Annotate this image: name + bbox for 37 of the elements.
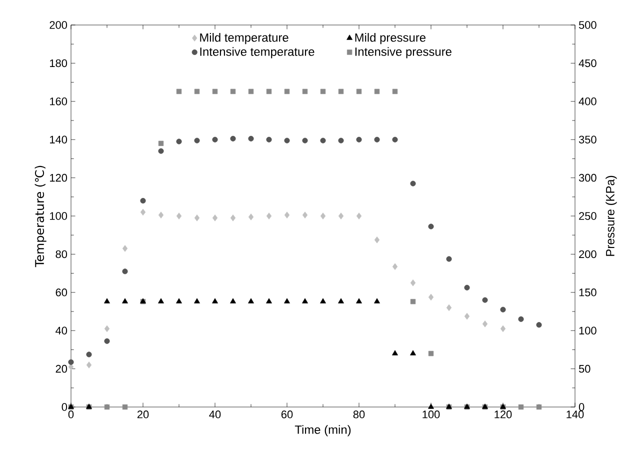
y2-tick-label: 500 (578, 21, 596, 29)
y2-tick-label: 300 (578, 174, 596, 182)
legend-label: Mild temperature (200, 33, 288, 44)
y2-tick-label: 100 (579, 326, 596, 334)
y-tick-label: 120 (50, 174, 68, 182)
y-tick-label: 40 (56, 326, 68, 334)
y2-tick-label: 50 (578, 364, 590, 373)
y-tick-label: 20 (56, 364, 68, 373)
x-tick-label: 20 (137, 410, 149, 418)
legend-label: Mild pressure (355, 33, 426, 44)
y-axis-title: Temperature (℃) (34, 166, 46, 268)
y2-tick-label: 150 (579, 288, 596, 296)
y-tick-label: 80 (56, 250, 68, 258)
y2-tick-label: 200 (579, 250, 596, 258)
x-tick-label: 60 (281, 410, 293, 418)
y-tick-label: 160 (50, 98, 68, 106)
x-tick-label: 80 (353, 410, 365, 418)
y2-tick-label: 450 (578, 59, 596, 68)
y-tick-label: 180 (50, 59, 68, 68)
legend-label: Intensive temperature (200, 47, 314, 58)
y-tick-label: 0 (62, 403, 68, 411)
y2-tick-label: 0 (578, 403, 584, 411)
x-tick-label: 100 (422, 410, 440, 418)
y-tick-label: 60 (56, 288, 68, 296)
y-tick-label: 200 (50, 21, 68, 29)
x-tick-label: 0 (68, 410, 74, 418)
x-tick-label: 40 (209, 410, 221, 418)
y2-axis-title: Pressure (KPa) (606, 176, 617, 256)
x-axis-title: Time (min) (294, 425, 351, 436)
legend-label: Intensive pressure (355, 47, 452, 58)
y-tick-label: 100 (50, 212, 68, 220)
x-tick-label: 120 (494, 410, 512, 418)
y2-tick-label: 250 (579, 212, 596, 220)
y2-tick-label: 350 (578, 136, 596, 144)
y-tick-label: 140 (50, 136, 68, 144)
y2-tick-label: 400 (578, 98, 596, 106)
x-tick-label: 140 (566, 410, 584, 418)
